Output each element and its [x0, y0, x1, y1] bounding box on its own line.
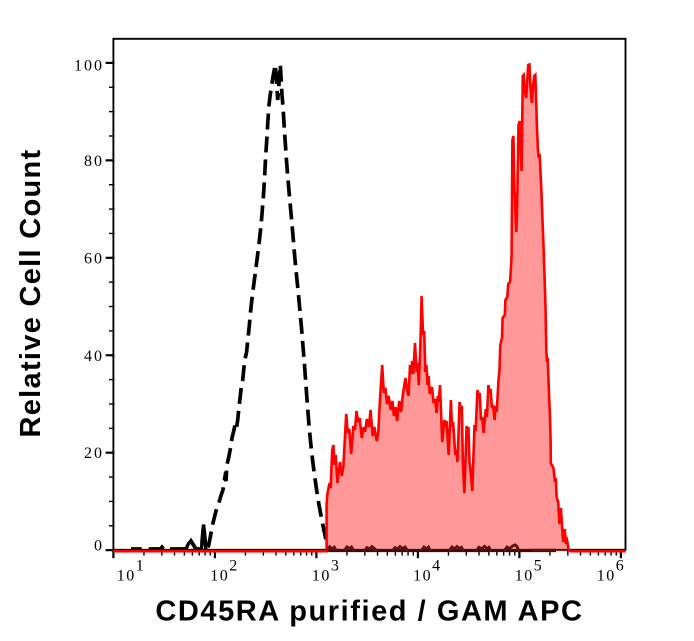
svg-text:80: 80	[84, 153, 104, 170]
svg-text:Relative Cell Count: Relative Cell Count	[15, 149, 47, 438]
svg-text:100: 100	[74, 58, 104, 75]
svg-text:60: 60	[84, 250, 104, 267]
svg-text:40: 40	[84, 348, 104, 365]
svg-text:0: 0	[94, 538, 104, 555]
svg-text:20: 20	[84, 445, 104, 462]
svg-text:CD45RA purified / GAM APC: CD45RA purified / GAM APC	[155, 596, 583, 628]
